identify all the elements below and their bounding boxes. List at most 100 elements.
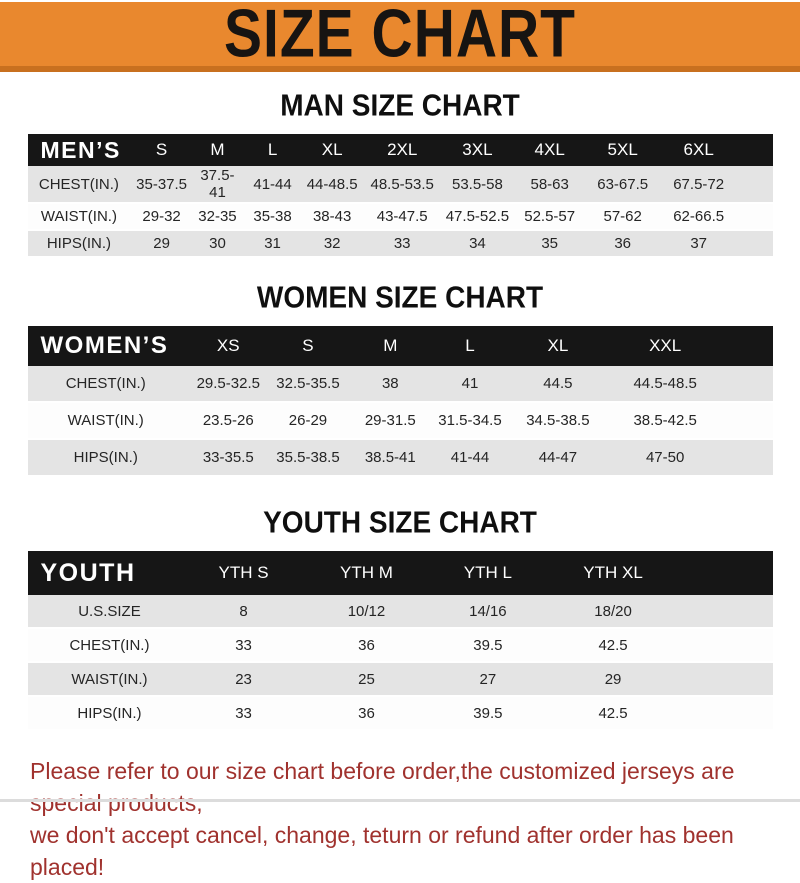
size-value-cell: 31.5-34.5 xyxy=(437,402,503,440)
size-value-cell: 38 xyxy=(343,366,438,403)
size-column-header: YTH M xyxy=(295,551,438,595)
size-value-cell: 35.5-38.5 xyxy=(272,439,344,477)
size-value-cell: 43-47.5 xyxy=(361,203,444,231)
row-spacer xyxy=(717,439,773,477)
man-section-heading: MAN SIZE CHART xyxy=(280,88,520,123)
table-row: HIPS(IN.) 33 36 39.5 42.5 xyxy=(27,696,773,731)
size-column-header: L xyxy=(437,326,503,366)
size-value-cell: 44.5 xyxy=(502,366,614,403)
size-value-cell: 37.5-41 xyxy=(192,166,243,204)
size-column-header: 4XL xyxy=(511,134,588,166)
size-value-cell: 27 xyxy=(437,662,539,697)
size-column-header: S xyxy=(272,326,344,366)
size-column-header: YTH XL xyxy=(538,551,688,595)
size-table-header-row: YOUTH YTH S YTH M YTH L YTH XL xyxy=(27,551,773,595)
size-value-cell: 62-66.5 xyxy=(657,203,740,231)
row-label: CHEST(IN.) xyxy=(27,166,131,204)
footer-note: Please refer to our size chart before or… xyxy=(30,755,800,883)
size-value-cell: 57-62 xyxy=(587,203,658,231)
size-table-header-row: MEN’S S M L XL 2XL 3XL 4XL 5XL 6XL xyxy=(27,134,773,166)
row-label: WAIST(IN.) xyxy=(27,203,131,231)
row-label: HIPS(IN.) xyxy=(27,439,184,477)
size-column-header: XS xyxy=(183,326,273,366)
size-value-cell: 58-63 xyxy=(511,166,588,204)
row-spacer xyxy=(687,662,773,697)
size-value-cell: 67.5-72 xyxy=(657,166,740,204)
header-spacer xyxy=(687,551,773,595)
size-value-cell: 44.5-48.5 xyxy=(613,366,718,403)
row-label: WAIST(IN.) xyxy=(27,662,192,697)
size-value-cell: 33 xyxy=(191,628,296,663)
row-spacer xyxy=(739,203,773,231)
row-spacer xyxy=(739,166,773,204)
size-column-header: M xyxy=(192,134,243,166)
size-value-cell: 47.5-52.5 xyxy=(443,203,512,231)
size-column-header: S xyxy=(130,134,193,166)
youth-size-table: YOUTH YTH S YTH M YTH L YTH XL U.S.SIZE 8 10/12… xyxy=(27,551,773,731)
table-row: WAIST(IN.) 23 25 27 29 xyxy=(27,662,773,697)
size-value-cell: 36 xyxy=(587,230,658,258)
size-column-header: 3XL xyxy=(443,134,512,166)
size-value-cell: 35-38 xyxy=(242,203,304,231)
size-value-cell: 33 xyxy=(361,230,444,258)
size-value-cell: 23 xyxy=(191,662,296,697)
table-row: HIPS(IN.) 29 30 31 32 33 34 35 36 37 xyxy=(27,230,773,258)
row-label: CHEST(IN.) xyxy=(27,628,192,663)
size-value-cell: 41 xyxy=(437,366,503,403)
size-value-cell: 36 xyxy=(295,696,438,731)
size-value-cell: 44-48.5 xyxy=(303,166,362,204)
size-column-header: 2XL xyxy=(361,134,444,166)
size-value-cell: 8 xyxy=(191,595,296,629)
banner: SIZE CHART xyxy=(0,0,800,72)
size-value-cell: 34 xyxy=(443,230,512,258)
size-column-header: 6XL xyxy=(657,134,740,166)
size-value-cell: 38.5-42.5 xyxy=(613,402,718,440)
size-value-cell: 48.5-53.5 xyxy=(361,166,444,204)
size-value-cell: 47-50 xyxy=(613,439,718,477)
size-value-cell: 32.5-35.5 xyxy=(272,366,344,403)
size-value-cell: 37 xyxy=(657,230,740,258)
row-label: WAIST(IN.) xyxy=(27,402,184,440)
size-value-cell: 29-31.5 xyxy=(343,402,438,440)
size-value-cell: 29 xyxy=(538,662,688,697)
size-value-cell: 42.5 xyxy=(538,696,688,731)
row-label: HIPS(IN.) xyxy=(27,230,131,258)
size-value-cell: 36 xyxy=(295,628,438,663)
size-value-cell: 39.5 xyxy=(437,696,539,731)
size-column-header: XXL xyxy=(613,326,718,366)
table-row: WAIST(IN.) 29-32 32-35 35-38 38-43 43-47.5 47.… xyxy=(27,203,773,231)
size-value-cell: 35 xyxy=(511,230,588,258)
row-spacer xyxy=(739,230,773,258)
table-row: HIPS(IN.) 33-35.5 35.5-38.5 38.5-41 41-44 44-… xyxy=(27,439,773,477)
table-row: U.S.SIZE 8 10/12 14/16 18/20 xyxy=(27,595,773,629)
size-value-cell: 34.5-38.5 xyxy=(502,402,614,440)
women-size-table: WOMEN’S XS S M L XL XXL CHEST(IN.) 29.5-32.5 32.5… xyxy=(27,326,773,477)
bottom-edge-divider xyxy=(0,799,800,802)
table-corner-label: YOUTH xyxy=(27,551,192,595)
size-value-cell: 31 xyxy=(242,230,304,258)
table-corner-label: WOMEN’S xyxy=(27,326,184,366)
footer-line-1: Please refer to our size chart before or… xyxy=(30,758,735,816)
youth-section-heading: YOUTH SIZE CHART xyxy=(263,505,537,540)
size-column-header: L xyxy=(242,134,304,166)
size-value-cell: 25 xyxy=(295,662,438,697)
size-value-cell: 41-44 xyxy=(242,166,304,204)
table-row: CHEST(IN.) 35-37.5 37.5-41 41-44 44-48.5 48.5… xyxy=(27,166,773,204)
man-size-section: MAN SIZE CHART MEN’S S M L XL 2XL 3XL 4XL 5XL 6XL… xyxy=(0,88,800,258)
size-value-cell: 52.5-57 xyxy=(511,203,588,231)
size-table-header-row: WOMEN’S XS S M L XL XXL xyxy=(27,326,773,366)
header-spacer xyxy=(739,134,773,166)
table-row: CHEST(IN.) 33 36 39.5 42.5 xyxy=(27,628,773,663)
size-value-cell: 44-47 xyxy=(502,439,614,477)
size-column-header: XL xyxy=(502,326,614,366)
size-column-header: YTH S xyxy=(191,551,296,595)
size-value-cell: 38.5-41 xyxy=(343,439,438,477)
row-spacer xyxy=(687,628,773,663)
size-value-cell: 35-37.5 xyxy=(130,166,193,204)
size-value-cell: 39.5 xyxy=(437,628,539,663)
size-value-cell: 29 xyxy=(130,230,193,258)
row-spacer xyxy=(717,366,773,403)
size-value-cell: 63-67.5 xyxy=(587,166,658,204)
man-size-table: MEN’S S M L XL 2XL 3XL 4XL 5XL 6XL CHEST(IN.) 35-37… xyxy=(27,134,773,258)
women-section-heading: WOMEN SIZE CHART xyxy=(256,280,544,315)
